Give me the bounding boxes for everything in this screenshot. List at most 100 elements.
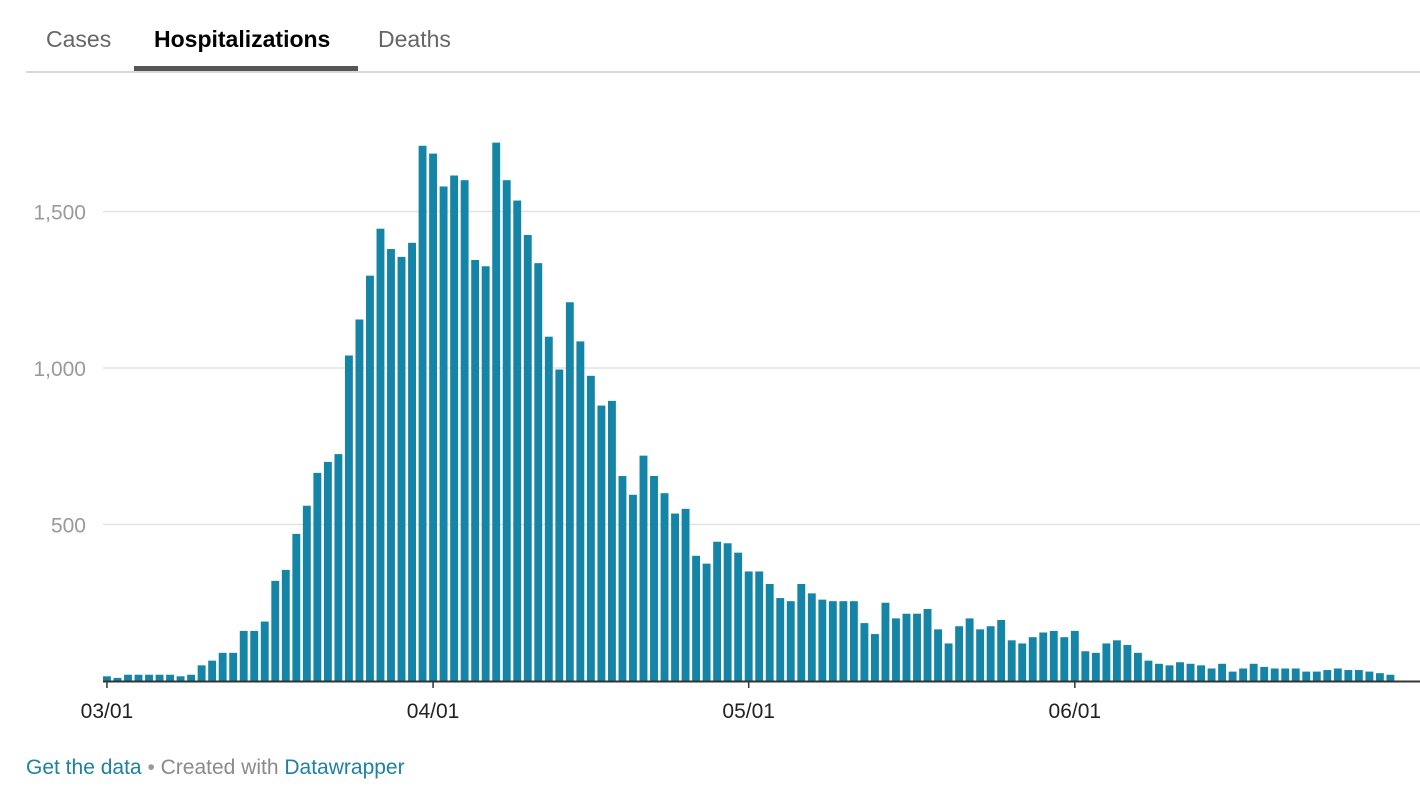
tab-deaths[interactable]: Deaths [378,26,451,52]
bar [797,583,806,681]
x-tick-label: 04/01 [407,700,460,720]
bar [376,228,385,681]
bar [1386,674,1395,681]
bar [629,494,637,681]
bar [166,674,175,681]
bar [187,674,196,681]
bar [544,336,553,681]
bar [934,629,942,682]
bar [618,475,627,681]
tab-hospitalizations[interactable]: Hospitalizations [154,26,331,52]
bar [1102,643,1111,681]
bars [103,142,1395,682]
bar [597,405,606,681]
bar [1218,663,1227,681]
bar [313,472,322,682]
bar [1165,665,1174,681]
datawrapper-link[interactable]: Datawrapper [284,756,405,779]
bar [534,263,543,681]
bar [323,461,332,681]
bar [639,455,648,681]
bar [650,475,658,681]
bar [1239,668,1248,681]
bar [849,601,858,681]
bar [471,260,480,681]
y-tick-label: 1,000 [33,358,86,381]
bar [513,200,522,682]
bar [302,505,311,681]
bar [1112,640,1121,681]
bar [429,153,438,682]
tab-cases[interactable]: Cases [46,26,112,52]
bar [1270,668,1279,681]
bar [1207,668,1216,681]
bar [944,643,953,681]
bar [145,674,153,681]
bar [818,599,827,681]
bar [1081,651,1090,681]
bar [1344,670,1353,681]
x-tick-label: 03/01 [81,700,134,720]
bar [134,674,143,681]
bar [239,630,248,681]
bar [1018,643,1027,681]
bar [292,533,301,681]
bar [734,552,743,681]
bar [1155,663,1163,681]
x-tick-label: 05/01 [722,700,775,720]
bar [913,613,921,682]
bar [176,676,185,681]
bar [1249,663,1258,681]
bar [1333,668,1342,681]
bar [586,375,595,681]
bar [260,621,269,681]
bar [997,619,1006,681]
bar [607,400,616,681]
get-the-data-link[interactable]: Get the data [26,756,142,779]
bar [502,180,511,681]
tab-bar: Cases Hospitalizations Deaths [26,0,1420,73]
bar [902,613,911,682]
bar [860,623,869,682]
bar [692,555,701,681]
footer: Get the data • Created with Datawrapper [26,756,405,780]
bar [828,601,837,681]
bar [1123,645,1132,681]
bar [334,454,343,681]
bar [1039,632,1048,682]
bar [1176,662,1184,681]
bar [155,674,164,681]
bar [218,652,227,681]
bar [523,234,532,682]
bar [113,677,122,681]
bar [923,609,932,681]
bar [481,266,490,681]
bar [786,601,795,681]
bar [1049,630,1058,681]
bar [1028,637,1037,681]
bar [197,665,206,681]
bar [671,513,679,681]
bar [565,302,574,681]
bar [1375,673,1384,681]
bar [1302,671,1311,681]
bar [418,145,427,681]
bar [976,629,985,682]
bar [1197,665,1205,681]
bar [723,543,732,681]
bar [555,369,564,681]
bar [366,275,374,681]
bar [1354,670,1363,681]
bar [355,319,364,681]
bar [892,618,900,681]
bar [1007,640,1016,681]
footer-separator: • [147,756,155,779]
bar [1186,663,1195,681]
bar [1060,637,1069,681]
bar [660,493,669,681]
bar [965,618,974,681]
bar [271,580,280,681]
bar [955,626,964,681]
bar [492,142,501,681]
bar [344,355,353,681]
